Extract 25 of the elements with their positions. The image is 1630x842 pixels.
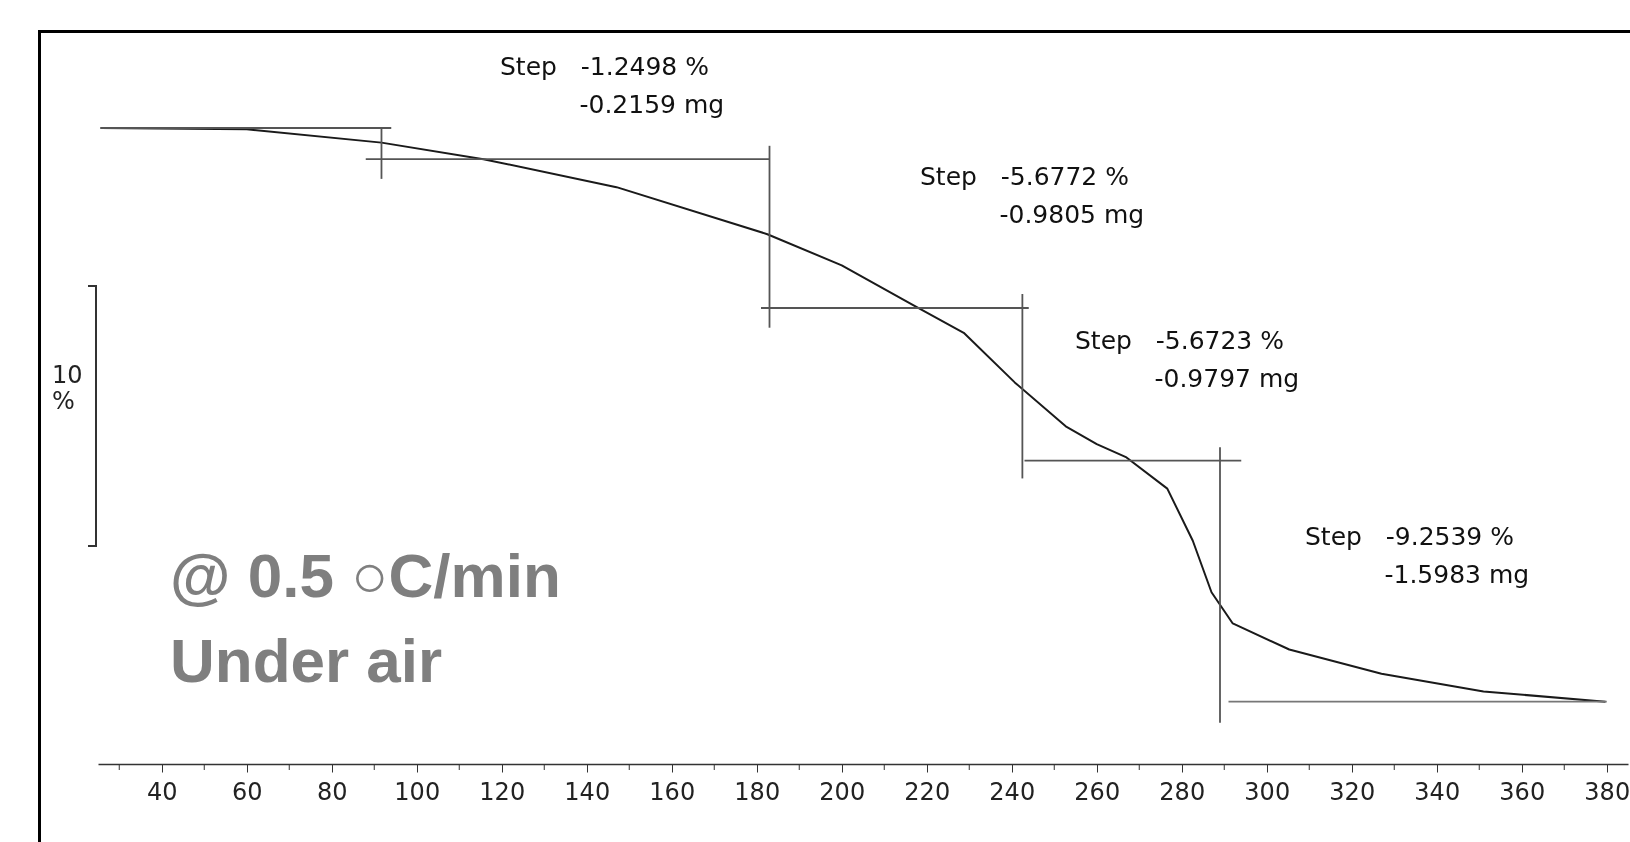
x-tick-label: 40 bbox=[146, 777, 178, 806]
x-tick-label: 260 bbox=[1074, 777, 1121, 806]
text: 10 % bbox=[52, 361, 83, 415]
x-tick-label: 160 bbox=[649, 777, 696, 806]
annotation: @ 0.5 ○C/min bbox=[170, 540, 561, 611]
x-tick-label: 180 bbox=[734, 777, 781, 806]
annotation: Step -5.6772 % -0.9805 mg bbox=[920, 161, 1145, 231]
x-tick-label: 140 bbox=[564, 777, 611, 806]
x-tick-label: 280 bbox=[1159, 777, 1206, 806]
x-tick-label: 100 bbox=[394, 777, 441, 806]
x-tick-label: 80 bbox=[316, 777, 348, 806]
x-tick-label: 120 bbox=[479, 777, 526, 806]
x-tick-label: 360 bbox=[1499, 777, 1546, 806]
x-tick-label: 300 bbox=[1244, 777, 1291, 806]
annotation: Under air bbox=[170, 625, 443, 696]
x-tick-label: 340 bbox=[1414, 777, 1461, 806]
x-tick-label: 320 bbox=[1329, 777, 1376, 806]
x-tick-label: 60 bbox=[231, 777, 263, 806]
x-tick-label: 240 bbox=[989, 777, 1036, 806]
x-tick-label: 380 bbox=[1584, 777, 1630, 806]
annotation: Step -9.2539 % -1.5983 mg bbox=[1305, 521, 1530, 591]
text: Step -1.2498 % -0.2159 mg bbox=[500, 51, 725, 121]
x-tick-label: 200 bbox=[819, 777, 866, 806]
x-tick-label: 220 bbox=[904, 777, 951, 806]
annotation: Step -5.6723 % -0.9797 mg bbox=[1075, 325, 1300, 395]
